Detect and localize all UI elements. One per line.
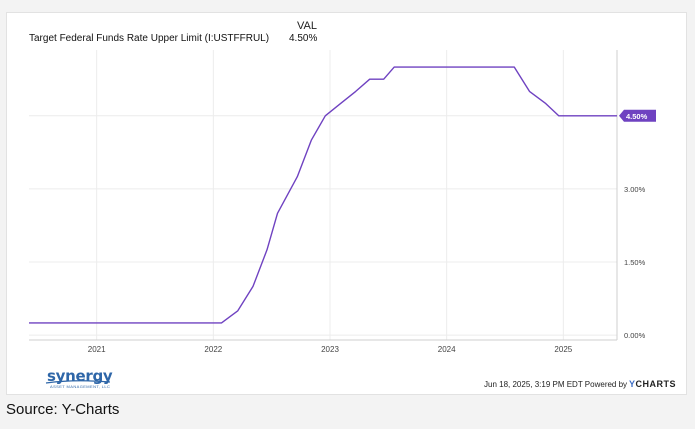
x-tick-label: 2023 [321,345,339,354]
series-line [29,66,617,324]
source-caption: Source: Y-Charts [6,401,120,418]
logo-swoosh-icon [45,380,111,384]
x-tick-label: 2024 [438,345,456,354]
last-value-label: 4.50% [626,112,648,121]
legend-series-name[interactable]: Target Federal Funds Rate Upper Limit (I… [29,33,270,44]
synergy-logo-subtitle: ASSET MANAGEMENT, LLC [50,384,111,389]
legend-column-title: VAL [297,20,317,32]
x-tick-label: 2025 [554,345,572,354]
chart-card [6,12,687,395]
ycharts-logo[interactable]: YCHARTS [629,379,676,389]
footer-timestamp: Jun 18, 2025, 3:19 PM EDT Powered by [484,380,628,389]
y-tick-label: 1.50% [624,258,646,267]
x-tick-label: 2022 [204,345,222,354]
y-tick-label: 3.00% [624,185,646,194]
last-value-tag [619,109,656,122]
legend-series-value: 4.50% [289,33,318,44]
x-tick-label: 2021 [88,345,106,354]
ycharts-logo-rest: CHARTS [635,379,677,389]
ycharts-logo-y: Y [629,379,636,389]
y-tick-label: 0.00% [624,331,646,340]
